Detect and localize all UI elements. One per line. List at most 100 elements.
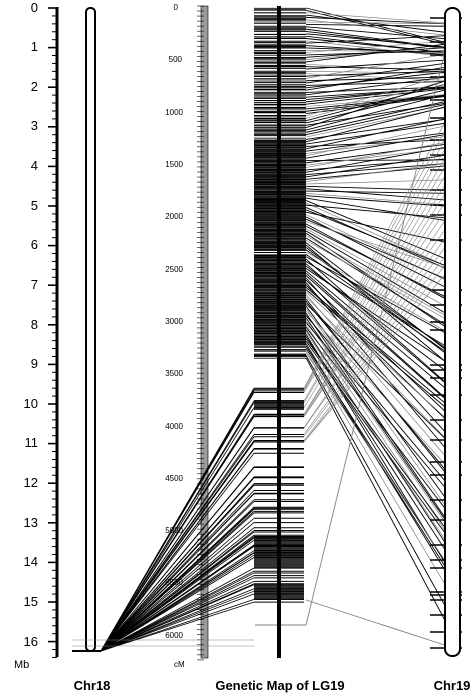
cm-tick-label: 1000 xyxy=(165,108,183,117)
cm-tick-label: 6000 xyxy=(165,631,183,640)
mb-tick-label: 10 xyxy=(24,396,38,411)
connector xyxy=(303,191,447,416)
connector xyxy=(305,95,447,115)
connector xyxy=(303,155,447,402)
connector xyxy=(305,16,447,25)
connector xyxy=(305,310,447,466)
connector xyxy=(100,427,255,652)
connector xyxy=(303,200,447,417)
connector xyxy=(305,261,447,347)
mb-tick-label: 1 xyxy=(31,39,38,54)
connector xyxy=(305,47,447,58)
connector xyxy=(305,80,447,129)
connector xyxy=(305,141,447,168)
connector xyxy=(305,312,447,520)
cm-axis-bar xyxy=(200,5,209,659)
connector xyxy=(305,209,447,267)
connector xyxy=(305,204,447,219)
connector xyxy=(303,137,447,392)
genetic-map-label: Genetic Map of LG19 xyxy=(215,678,344,693)
connector xyxy=(305,289,447,409)
connector xyxy=(305,357,447,623)
connector xyxy=(305,230,447,314)
connector xyxy=(305,308,447,507)
connector xyxy=(305,86,447,103)
connector xyxy=(100,539,255,652)
connector xyxy=(305,132,447,152)
connector xyxy=(100,392,255,652)
connector xyxy=(305,71,447,89)
connector xyxy=(305,118,447,150)
connector xyxy=(305,193,447,206)
connector xyxy=(305,71,447,74)
connector xyxy=(305,294,447,458)
connector xyxy=(305,235,447,317)
mb-tick-label: 9 xyxy=(31,356,38,371)
connector xyxy=(305,317,447,522)
cm-tick-label: 2500 xyxy=(165,265,183,274)
connector xyxy=(303,218,447,428)
connector xyxy=(305,125,447,157)
connector xyxy=(305,270,447,390)
connector xyxy=(303,236,447,435)
connector xyxy=(305,40,447,53)
mb-tick-labels: 0 1 2 3 4 5 6 7 8 9 10 11 12 13 14 15 16 xyxy=(24,0,38,649)
cm-tick-label: 3000 xyxy=(165,317,183,326)
connector xyxy=(305,240,447,320)
connector xyxy=(305,100,447,133)
connector xyxy=(305,291,447,419)
connector xyxy=(305,88,447,105)
connector xyxy=(303,209,447,417)
connector xyxy=(305,296,447,439)
connector xyxy=(305,21,447,25)
connector xyxy=(305,211,447,243)
mb-tick-label: 12 xyxy=(24,475,38,490)
connector xyxy=(303,272,447,443)
connector xyxy=(305,38,447,53)
connector xyxy=(100,517,255,652)
connector xyxy=(305,188,447,201)
connector xyxy=(305,258,447,384)
synteny-connectors xyxy=(72,7,462,652)
chr18: Chr18 xyxy=(74,7,111,693)
connector xyxy=(305,154,447,178)
connector xyxy=(303,263,447,442)
connector xyxy=(100,577,255,652)
connector xyxy=(305,352,447,563)
connector xyxy=(305,355,447,608)
connector xyxy=(305,139,447,147)
connector xyxy=(303,254,447,441)
connector xyxy=(100,501,255,652)
connector xyxy=(305,14,447,33)
connector xyxy=(305,43,447,63)
cm-unit-label: cM xyxy=(174,660,185,669)
connector xyxy=(303,119,447,389)
connector xyxy=(305,338,447,530)
connector xyxy=(305,350,447,587)
mb-tick-label: 4 xyxy=(31,158,38,173)
connector xyxy=(305,237,447,326)
connector xyxy=(305,185,447,191)
connector xyxy=(305,254,447,353)
connector xyxy=(305,103,447,136)
connector xyxy=(100,407,255,652)
cm-tick-label: 4500 xyxy=(165,474,183,483)
connector xyxy=(305,190,447,194)
connector xyxy=(305,322,447,489)
connector xyxy=(100,590,255,652)
connector xyxy=(100,416,255,652)
connector xyxy=(305,93,447,131)
connector xyxy=(305,33,447,48)
connector xyxy=(305,197,447,222)
chr18-label: Chr18 xyxy=(74,678,111,693)
connector xyxy=(305,40,447,57)
connector xyxy=(305,163,447,176)
connector xyxy=(305,74,447,117)
connector xyxy=(305,336,447,552)
cm-tick-label: 500 xyxy=(169,55,183,64)
connector xyxy=(100,598,255,652)
connector xyxy=(305,301,447,471)
connector xyxy=(305,268,447,363)
connector xyxy=(305,319,447,524)
